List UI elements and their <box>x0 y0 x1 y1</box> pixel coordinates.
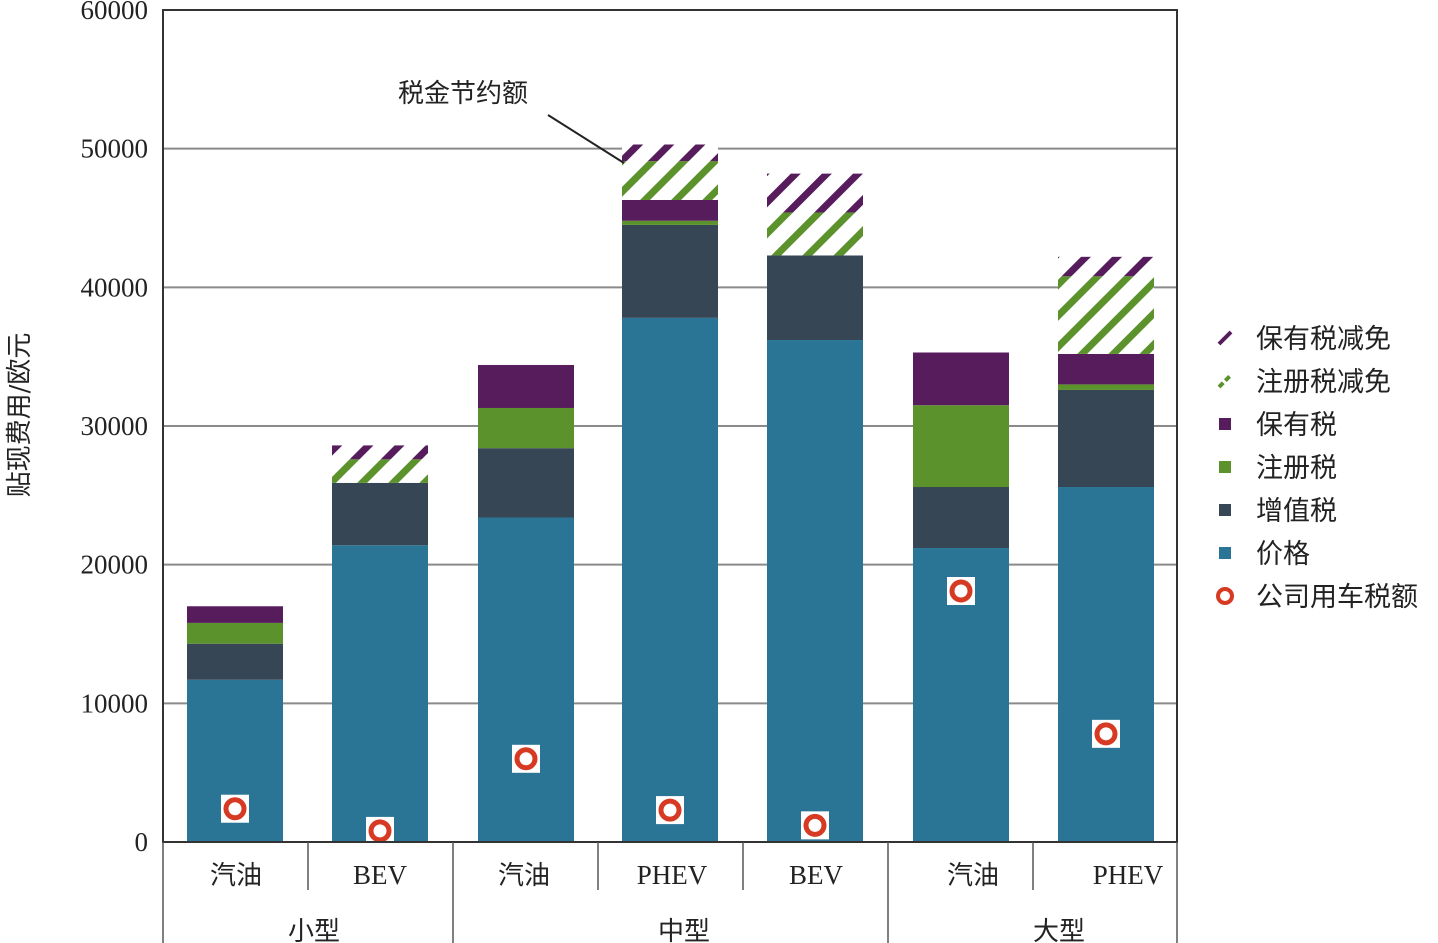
annotation-text: 税金节约额 <box>398 79 528 109</box>
bar-segment <box>1058 389 1154 488</box>
legend-label: 价格 <box>1256 539 1310 570</box>
bar-segment <box>332 482 428 546</box>
legend-swatch-icon <box>1219 504 1231 516</box>
legend-item: 公司用车税额 <box>1216 582 1418 613</box>
bar-segment <box>622 317 718 843</box>
bar-segment <box>1058 353 1154 385</box>
bar-segment <box>1058 276 1154 354</box>
legend-label: 公司用车税额 <box>1256 582 1418 613</box>
legend-swatch-icon <box>1219 418 1231 430</box>
x-category-label: 汽油 <box>947 861 999 891</box>
x-category-label: 汽油 <box>210 861 262 891</box>
company-car-tax-marker <box>368 819 392 843</box>
bar-segment <box>622 144 718 162</box>
y-tick-label: 20000 <box>81 550 149 580</box>
bar-segment <box>478 407 574 449</box>
legend-item: 保有税减免 <box>1217 324 1391 355</box>
bar-segment <box>187 622 283 644</box>
legend-swatch-hatch-icon <box>1217 330 1233 346</box>
legend-item: 注册税减免 <box>1217 367 1391 398</box>
company-car-tax-marker <box>949 579 973 603</box>
annotation: 税金节约额 <box>398 79 625 164</box>
bar-segment <box>1058 384 1154 390</box>
y-tick-label: 10000 <box>81 688 149 718</box>
x-category-labels: 汽油 BEV 汽油 PHEV BEV 汽油 PHEV 小型 中型 大型 <box>210 860 1164 943</box>
bar-segment <box>332 545 428 842</box>
y-tick-label: 40000 <box>81 272 149 302</box>
legend-label: 保有税 <box>1256 410 1337 441</box>
bar-segment <box>622 199 718 221</box>
x-category-label: PHEV <box>637 860 708 890</box>
bar-segment <box>767 340 863 842</box>
company-car-tax-marker <box>514 747 538 771</box>
axes <box>162 9 1178 943</box>
x-category-label: BEV <box>789 860 844 890</box>
bar-segment <box>187 643 283 680</box>
company-car-tax-marker <box>658 798 682 822</box>
bar-segment <box>767 173 863 213</box>
y-tick-label: 50000 <box>81 134 149 164</box>
bars <box>187 144 1154 843</box>
x-group-label: 大型 <box>1033 917 1085 943</box>
legend-swatch-hatch-icon <box>1217 373 1233 389</box>
bar-segment <box>622 220 718 225</box>
x-group-label: 中型 <box>658 917 710 943</box>
y-tick-labels: 0 10000 20000 30000 40000 50000 60000 <box>81 0 149 857</box>
bar-segment <box>332 445 428 460</box>
x-category-label: PHEV <box>1093 860 1164 890</box>
bar-segment <box>913 405 1009 488</box>
annotation-leader-line <box>547 114 625 164</box>
legend-swatch-circle-icon <box>1216 587 1234 605</box>
bar-segment <box>767 255 863 341</box>
bar-segment <box>1058 256 1154 277</box>
company-car-tax-marker <box>223 797 247 821</box>
bar-segment <box>478 364 574 408</box>
y-tick-label: 30000 <box>81 411 149 441</box>
plot-frame <box>162 9 1178 843</box>
x-group-label: 小型 <box>288 917 340 943</box>
legend-label: 注册税 <box>1256 453 1337 484</box>
bar-segment <box>478 517 574 842</box>
y-tick-label: 60000 <box>81 0 149 25</box>
company-car-tax-marker <box>1094 722 1118 746</box>
legend-item: 增值税 <box>1219 496 1337 527</box>
legend-swatch-icon <box>1219 547 1231 559</box>
y-axis-label: 贴现费用/欧元 <box>5 333 35 498</box>
legend-label: 注册税减免 <box>1256 367 1391 398</box>
legend-swatch-icon <box>1219 461 1231 473</box>
bar-segment <box>1058 487 1154 842</box>
legend-item: 注册税 <box>1219 453 1337 484</box>
legend-label: 增值税 <box>1256 496 1337 527</box>
bar-segment <box>622 224 718 318</box>
bar-segment <box>187 606 283 623</box>
bar-segment <box>767 212 863 256</box>
bar-segment <box>622 161 718 200</box>
company-car-tax-markers <box>221 577 1120 845</box>
legend-item: 价格 <box>1219 539 1310 570</box>
x-category-label: BEV <box>353 860 408 890</box>
x-category-label: 汽油 <box>498 861 550 891</box>
y-tick-label: 0 <box>135 827 149 857</box>
company-car-tax-marker <box>803 813 827 837</box>
bar-segment <box>913 352 1009 406</box>
legend-label: 保有税减免 <box>1256 324 1391 355</box>
bar-segment <box>913 487 1009 549</box>
bar-segment <box>478 448 574 518</box>
bar-segment <box>332 459 428 483</box>
legend-item: 保有税 <box>1219 410 1337 441</box>
